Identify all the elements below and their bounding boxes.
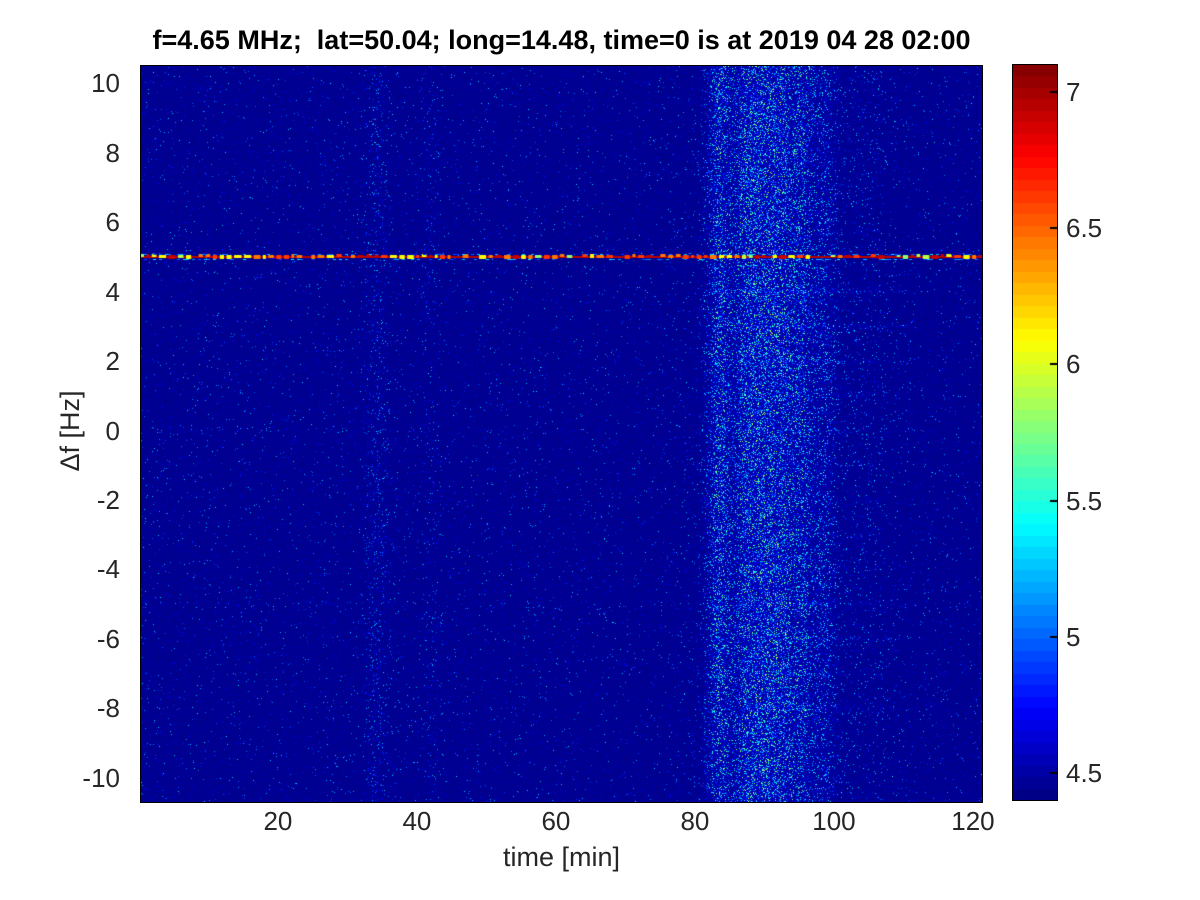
y-tick-label: 4	[105, 276, 120, 307]
y-tick-label: 2	[105, 346, 120, 377]
y-tick-label: -6	[96, 623, 120, 654]
y-tick-label: 8	[105, 137, 120, 168]
x-axis-label: time [min]	[502, 842, 621, 872]
colorbar-tick-label: 6.5	[1066, 213, 1103, 244]
colorbar-tick-label: 4.5	[1066, 757, 1103, 788]
y-tick-label: 6	[105, 207, 120, 238]
x-tick-label: 120	[951, 806, 995, 836]
x-tick-label: 40	[402, 806, 432, 836]
x-tick-label: 80	[680, 806, 710, 836]
y-tick-label: 10	[91, 68, 120, 99]
plot-title: f=4.65 MHz; lat=50.04; long=14.48, time=…	[152, 25, 971, 55]
y-tick-label: -10	[82, 762, 120, 793]
spectrogram-heatmap	[141, 66, 982, 802]
y-tick-label: -8	[96, 693, 120, 724]
colorbar-tick-label: 5	[1066, 621, 1081, 652]
x-tick-label: 20	[263, 806, 293, 836]
y-tick-label: -4	[96, 554, 120, 585]
x-tick-label: 60	[541, 806, 571, 836]
x-tick-label: 100	[812, 806, 856, 836]
colorbar-tick-label: 7	[1066, 77, 1081, 108]
y-tick-label: -2	[96, 484, 120, 515]
colorbar-tick-label: 5.5	[1066, 485, 1103, 516]
colorbar-tick-label: 6	[1066, 349, 1081, 380]
colorbar	[1013, 65, 1057, 800]
y-tick-label: 0	[105, 415, 120, 446]
